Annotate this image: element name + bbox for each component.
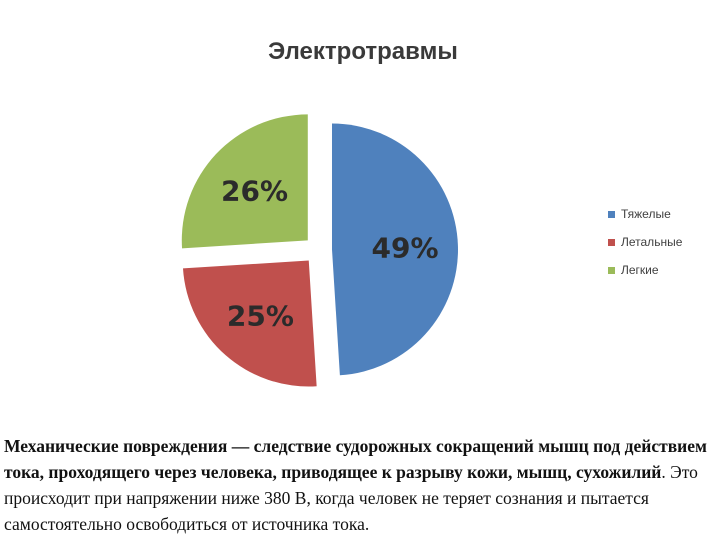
pie-slice-1 bbox=[331, 123, 458, 376]
slice-label-2: 25% bbox=[227, 299, 294, 332]
slice-label-3: 26% bbox=[221, 174, 288, 207]
pie-chart: Электротравмы 49% 25% 26% Тяжелые Летальные… bbox=[181, 38, 683, 387]
caption-bold: Механические повреждения — следствие суд… bbox=[4, 436, 707, 482]
slice-label-1: 49% bbox=[372, 231, 439, 264]
caption-text: Механические повреждения — следствие суд… bbox=[4, 433, 716, 537]
chart-title: Электротравмы bbox=[268, 38, 458, 65]
legend-swatch-2 bbox=[608, 239, 615, 246]
pie-slice-2 bbox=[182, 260, 317, 387]
caption-normal: . Это происходит при напряжении ниже 380… bbox=[4, 462, 698, 534]
legend-label-2: Летальные bbox=[621, 235, 683, 249]
legend-label-1: Тяжелые bbox=[621, 207, 671, 221]
pie-slice-3 bbox=[181, 114, 308, 249]
legend-label-3: Легкие bbox=[621, 263, 659, 277]
legend-swatch-1 bbox=[608, 211, 615, 218]
chart-legend: Тяжелые Летальные Легкие bbox=[608, 207, 683, 277]
legend-swatch-3 bbox=[608, 267, 615, 274]
